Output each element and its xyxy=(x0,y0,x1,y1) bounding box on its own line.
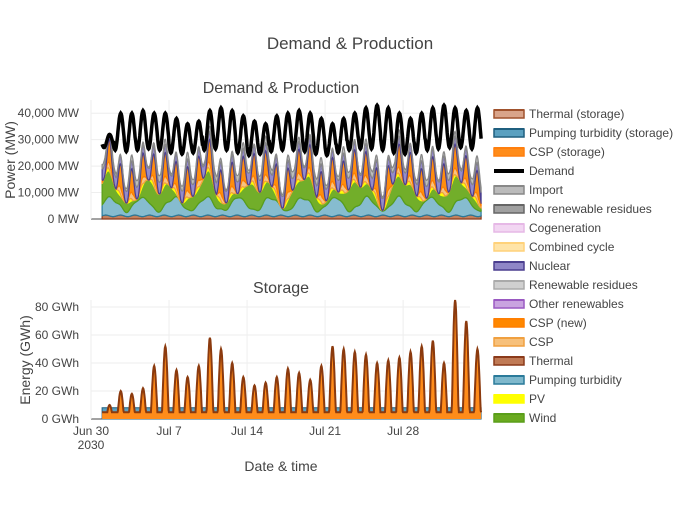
legend-item-renewable-residues[interactable]: Renewable residues xyxy=(493,278,638,292)
legend-label: CSP (new) xyxy=(529,316,587,330)
subplot1-title: Demand & Production xyxy=(203,80,360,97)
legend-item-wind[interactable]: Wind xyxy=(493,411,556,425)
legend-item-other-renewables[interactable]: Other renewables xyxy=(493,297,624,311)
demand-line xyxy=(100,102,483,159)
top-y-tick-label: 30,000 MW xyxy=(18,133,80,147)
legend-label: Renewable residues xyxy=(529,278,638,292)
legend-item-cogeneration[interactable]: Cogeneration xyxy=(493,221,601,235)
top-y-tick-label: 40,000 MW xyxy=(18,106,80,120)
line-thermal-storage xyxy=(102,299,483,414)
subplot2-title: Storage xyxy=(253,280,309,297)
legend-swatch xyxy=(493,109,525,119)
x-tick-label: Jul 28 xyxy=(387,424,419,438)
legend-item-demand[interactable]: Demand xyxy=(494,164,574,178)
legend-label: Thermal xyxy=(529,354,573,368)
bottom-y-tick-label: 80 GWh xyxy=(35,300,79,314)
legend-item-csp-new-[interactable]: CSP (new) xyxy=(493,316,587,330)
top-y-tick-label: 0 MW xyxy=(48,212,80,226)
legend-label: Import xyxy=(529,183,564,197)
legend-swatch xyxy=(493,299,525,309)
top-y-tick-label: 20,000 MW xyxy=(18,159,80,173)
top-y-ticks: 0 MW 10,000 MW 20,000 MW 30,000 MW 40,000 MW xyxy=(18,106,80,226)
legend-swatch xyxy=(493,128,525,138)
top-y-tick-label: 10,000 MW xyxy=(18,186,80,200)
legend[interactable]: Thermal (storage) Pumping turbidity (stor… xyxy=(493,107,673,425)
legend-swatch xyxy=(493,394,525,404)
legend-swatch xyxy=(493,185,525,195)
legend-label: CSP xyxy=(529,335,554,349)
legend-swatch xyxy=(493,318,525,328)
legend-swatch xyxy=(493,356,525,366)
x-tick-label: Jul 7 xyxy=(156,424,182,438)
legend-item-combined-cycle[interactable]: Combined cycle xyxy=(493,240,615,254)
x-tick-label: Jul 21 xyxy=(309,424,341,438)
legend-item-thermal-storage-[interactable]: Thermal (storage) xyxy=(493,107,624,121)
top-y-axis-label: Power (MW) xyxy=(2,121,18,199)
legend-swatch xyxy=(493,280,525,290)
legend-item-nuclear[interactable]: Nuclear xyxy=(493,259,570,273)
legend-label: CSP (storage) xyxy=(529,145,605,159)
legend-swatch xyxy=(493,223,525,233)
legend-item-thermal[interactable]: Thermal xyxy=(493,354,573,368)
bottom-y-ticks: 0 GWh 20 GWh 40 GWh 60 GWh 80 GWh xyxy=(35,300,79,426)
legend-swatch xyxy=(493,242,525,252)
legend-item-pv[interactable]: PV xyxy=(493,392,545,406)
bottom-plot-areas xyxy=(101,299,483,420)
legend-item-pumping-turbidity-storage-[interactable]: Pumping turbidity (storage) xyxy=(493,126,673,140)
legend-label: Pumping turbidity xyxy=(529,373,622,387)
top-plot-areas xyxy=(100,102,483,220)
legend-item-import[interactable]: Import xyxy=(493,183,564,197)
legend-label: Nuclear xyxy=(529,259,570,273)
legend-swatch xyxy=(493,375,525,385)
legend-label: Combined cycle xyxy=(529,240,615,254)
x-tick-label: Jul 14 xyxy=(231,424,263,438)
legend-label: Thermal (storage) xyxy=(529,107,624,121)
legend-swatch xyxy=(493,261,525,271)
legend-swatch xyxy=(493,204,525,214)
bottom-y-tick-label: 0 GWh xyxy=(42,412,79,426)
bottom-y-tick-label: 60 GWh xyxy=(35,328,79,342)
legend-label: Cogeneration xyxy=(529,221,601,235)
legend-label: Other renewables xyxy=(529,297,624,311)
bottom-y-axis-label: Energy (GWh) xyxy=(17,315,33,404)
area-import xyxy=(101,125,482,199)
legend-swatch xyxy=(493,147,525,157)
legend-label: Wind xyxy=(529,411,556,425)
legend-label: No renewable residues xyxy=(529,202,652,216)
legend-item-csp[interactable]: CSP xyxy=(493,335,554,349)
bottom-y-tick-label: 40 GWh xyxy=(35,356,79,370)
legend-swatch xyxy=(493,413,525,423)
legend-item-pumping-turbidity[interactable]: Pumping turbidity xyxy=(493,373,622,387)
x-tick-sublabel: 2030 xyxy=(78,438,105,452)
legend-swatch xyxy=(493,337,525,347)
legend-label: Pumping turbidity (storage) xyxy=(529,126,673,140)
x-axis-label: Date & time xyxy=(244,458,317,474)
bottom-y-tick-label: 20 GWh xyxy=(35,384,79,398)
legend-label: PV xyxy=(529,392,545,406)
legend-item-no-renewable-residues[interactable]: No renewable residues xyxy=(493,202,652,216)
figure-title: Demand & Production xyxy=(267,34,433,53)
legend-item-csp-storage-[interactable]: CSP (storage) xyxy=(493,145,605,159)
legend-label: Demand xyxy=(529,164,574,178)
x-tick-label: Jun 30 xyxy=(73,424,109,438)
